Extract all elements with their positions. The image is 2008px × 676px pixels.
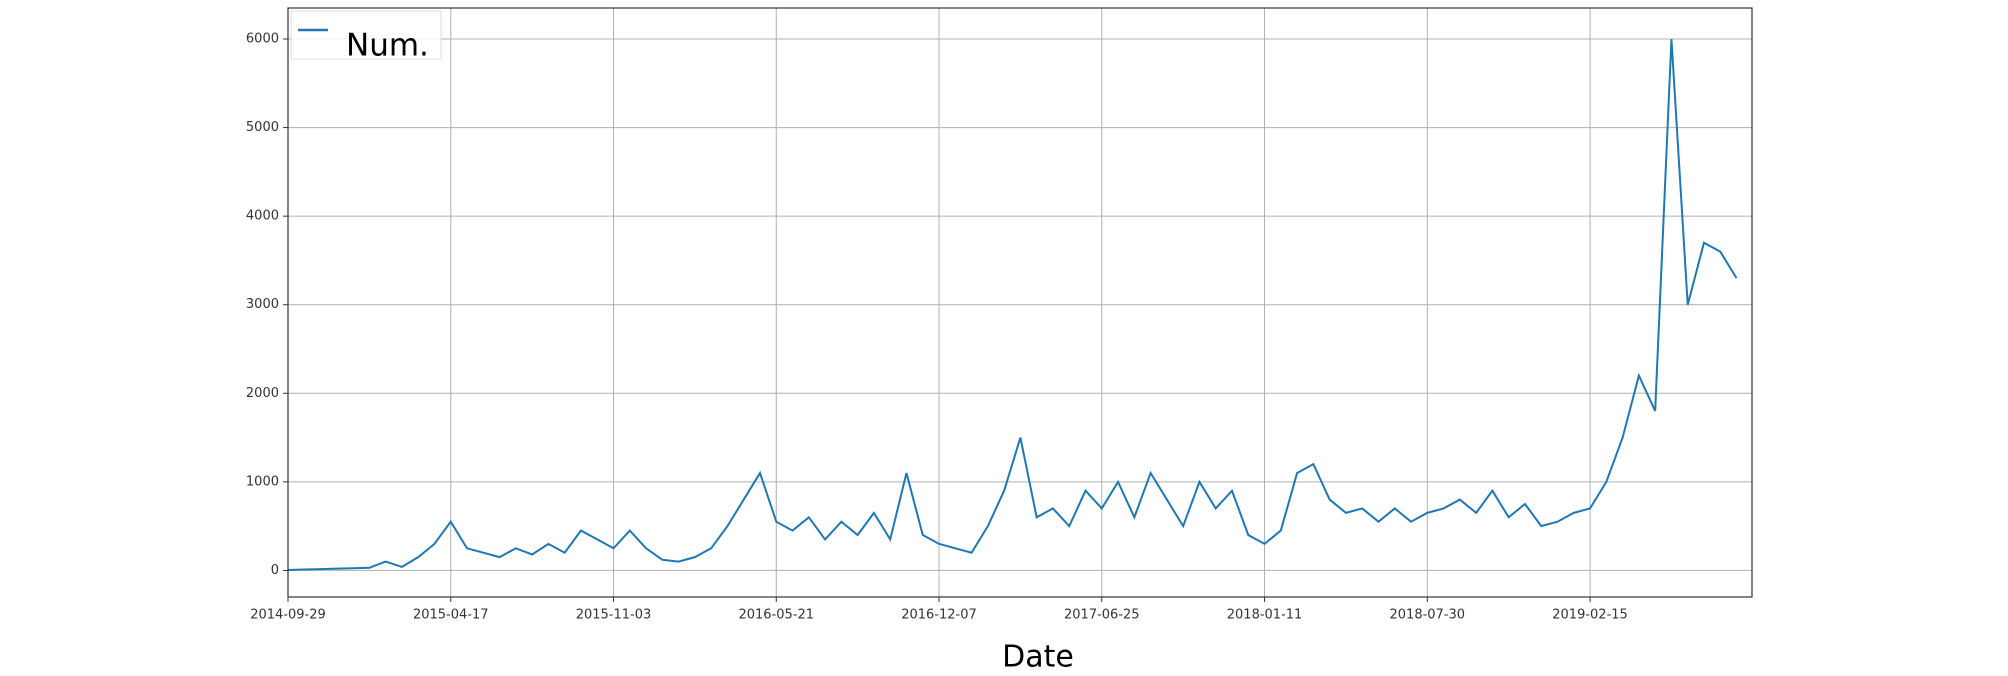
x-tick-label: 2018-01-11	[1227, 608, 1303, 623]
y-tick-label: 1000	[246, 474, 279, 489]
data-line	[287, 38, 1738, 571]
x-axis-label: Date	[1002, 640, 1074, 675]
y-tick-label: 6000	[246, 32, 279, 47]
x-tick-label: 2016-12-07	[901, 608, 977, 623]
y-tick-label: 2000	[246, 386, 279, 401]
plot-frame	[287, 7, 1753, 598]
y-tick-label: 0	[271, 563, 279, 578]
x-tick-label: 2016-05-21	[738, 608, 814, 623]
x-tick-label: 2019-02-15	[1552, 608, 1628, 623]
legend-box	[290, 10, 442, 60]
x-tick-label: 2017-06-25	[1064, 608, 1140, 623]
y-tick-label: 4000	[246, 209, 279, 224]
y-tick-label: 5000	[246, 120, 279, 135]
x-tick-label: 2015-11-03	[576, 608, 652, 623]
legend-label: Num.	[346, 28, 429, 64]
x-tick-label: 2018-07-30	[1390, 608, 1466, 623]
y-tick-label: 3000	[246, 297, 279, 312]
x-tick-label: 2014-09-29	[250, 608, 326, 623]
x-tick-label: 2015-04-17	[413, 608, 489, 623]
